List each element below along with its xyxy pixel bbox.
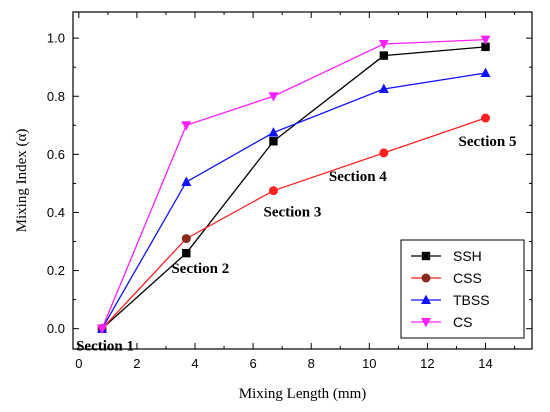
series-ssh-point [481,42,490,52]
legend-label-cs: CS [453,314,472,330]
legend-item-css: CSS [411,270,482,286]
series-ssh-point [379,51,389,60]
annotation-layer: Section 1 Section 2 Section 3 Section 4 Sect… [76,134,516,355]
x-tick-label: 10 [362,356,376,371]
x-tick-label: 0 [75,356,82,371]
series-css-point [268,186,278,196]
legend-marker-tbss [421,294,431,304]
y-tick-label: 0.0 [47,321,65,336]
annotation-section-4: Section 4 [329,169,387,185]
legend-item-tbss: TBSS [411,292,490,308]
legend-marker-ssh [421,251,431,261]
plot-frame [72,11,533,350]
axes: 0 2 4 6 8 10 12 14 0.0 0.2 0.4 0.6 0.8 1.0 Mixing Leng… [14,12,532,402]
series-tbss-point [268,127,279,137]
y-tick-label: 0.2 [47,263,65,278]
y-tick-label: 0.4 [47,205,65,220]
x-tick-label: 14 [478,356,492,371]
legend-label-tbss: TBSS [453,292,490,308]
series-tbss [97,67,491,333]
series-css-point [481,113,491,123]
annotation-section-3: Section 3 [263,205,321,221]
annotation-section-1: Section 1 [76,339,134,355]
y-tick-label: 1.0 [47,31,65,46]
series-css-point [379,148,389,158]
legend-item-cs: CS [411,314,472,330]
series-cs-point [97,324,108,335]
legend-item-ssh: SSH [411,248,482,264]
series-cs-point [480,35,491,45]
series-ssh-point [182,248,191,258]
legend-marker-cs [421,318,431,328]
series-tbss-point [378,83,389,93]
series-cs-point [378,39,389,50]
annotation-section-2: Section 2 [171,261,229,277]
y-tick-label: 0.6 [47,147,65,162]
series-cs-point [181,121,192,131]
x-tick-label: 8 [308,356,315,371]
annotation-section-5: Section 5 [459,134,517,150]
plot-area [72,11,533,350]
x-tick-label: 6 [249,356,256,371]
series-cs-point [268,92,279,102]
x-tick-label: 4 [191,356,198,371]
x-tick-label: 12 [420,356,434,371]
x-axis-title: Mixing Length (mm) [239,386,367,402]
legend-label-css: CSS [453,270,482,286]
series-tbss-point [480,67,491,78]
legend: SSH CSS TBSS CS [400,239,525,339]
legend-label-ssh: SSH [453,248,482,264]
legend-marker-css [421,273,431,283]
series-layer [97,35,491,335]
series-css-point [181,234,191,244]
y-axis-title: Mixing Index (α) [14,129,30,233]
series-ssh-point [269,137,278,146]
series-cs [97,35,491,335]
x-tick-label: 2 [133,356,140,371]
y-tick-label: 0.8 [47,89,65,104]
series-tbss-point [181,176,192,186]
